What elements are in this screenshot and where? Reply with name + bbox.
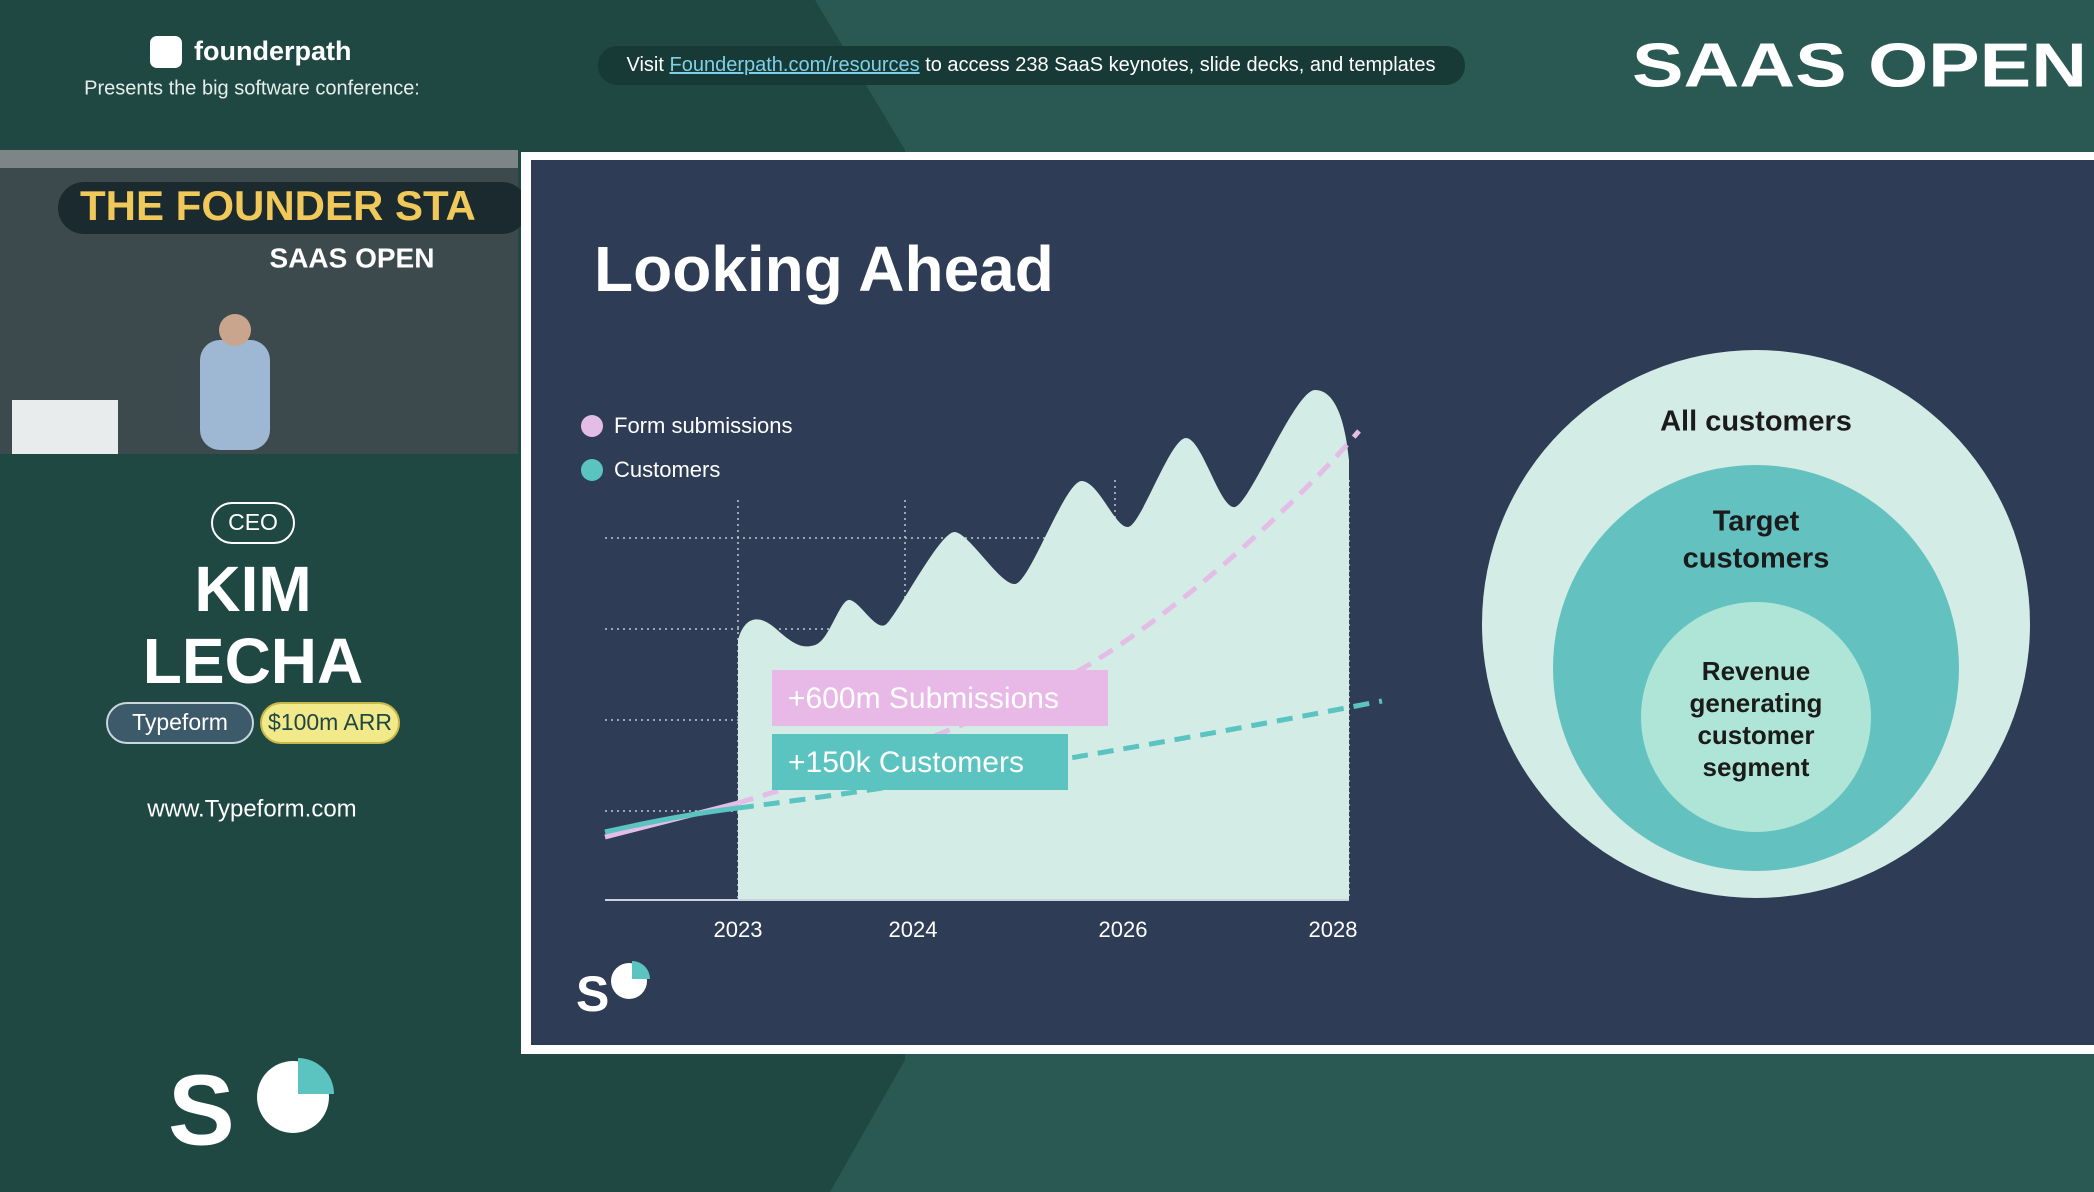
x-label: 2024: [889, 917, 938, 942]
banner-prefix: Visit: [627, 54, 665, 76]
stage-podium: [12, 400, 118, 454]
website[interactable]: www.Typeform.com: [146, 795, 356, 822]
submissions-trend: [737, 429, 1361, 806]
legend-swatch: [581, 459, 603, 481]
stage-banner: THE FOUNDER STA: [80, 182, 476, 229]
legend-swatch: [581, 415, 603, 437]
stage-logo: SAAS OPEN: [270, 242, 435, 273]
speaker-figure: [200, 340, 270, 450]
company-pill: [106, 702, 254, 744]
circle-inner: [1641, 602, 1871, 832]
x-label: 2028: [1309, 917, 1358, 942]
speaker-head: [219, 314, 251, 346]
role-pill: [211, 502, 295, 544]
legend-label: Customers: [614, 457, 720, 482]
circle-label: Target: [1713, 506, 1800, 538]
banner-text: Visit Founderpath.com/resources to acces…: [627, 54, 1436, 76]
x-label: 2023: [714, 917, 763, 942]
circle-label: customers: [1683, 543, 1830, 575]
video-truss: [0, 150, 518, 168]
so-logo-letter: S: [168, 1054, 235, 1166]
circle-label: customer: [1697, 720, 1814, 750]
slide-logo-wedge: [632, 961, 650, 979]
legend-label: Form submissions: [614, 413, 792, 438]
slide-title: Looking Ahead: [594, 233, 1054, 305]
callout-box: [772, 734, 1068, 790]
callout: +600m Submissions: [788, 682, 1059, 715]
banner-suffix: to access 238 SaaS keynotes, slide decks…: [925, 54, 1435, 76]
circle-label: All customers: [1660, 406, 1852, 438]
tagline: Presents the big software conference:: [84, 77, 420, 99]
role: CEO: [228, 509, 278, 535]
slide-logo-letter: S: [576, 966, 609, 1022]
so-logo-wedge: [298, 1058, 334, 1094]
speaker-name: KIM: [194, 553, 311, 625]
chart: +600m Submissions +150k Customers 2023 2…: [604, 390, 1383, 942]
callout-box: [772, 670, 1108, 726]
brand-icon: [150, 36, 182, 68]
banner-link[interactable]: Founderpath.com/resources: [669, 54, 919, 76]
stage-banner-bg: [58, 182, 528, 234]
circle-label: segment: [1703, 752, 1810, 782]
circle-label: generating: [1690, 688, 1823, 718]
speaker-name: LECHA: [143, 625, 363, 697]
brand-name: founderpath: [194, 36, 351, 66]
event-logo: SAAS OPEN: [1632, 31, 2087, 100]
x-label: 2026: [1099, 917, 1148, 942]
circle-label: Revenue: [1702, 656, 1810, 686]
callout: +150k Customers: [788, 746, 1024, 779]
arr-pill: [260, 702, 400, 744]
company: Typeform: [132, 709, 228, 735]
customers-line: [604, 805, 739, 835]
arr: $100m ARR: [268, 709, 392, 735]
banner: [598, 46, 1465, 85]
